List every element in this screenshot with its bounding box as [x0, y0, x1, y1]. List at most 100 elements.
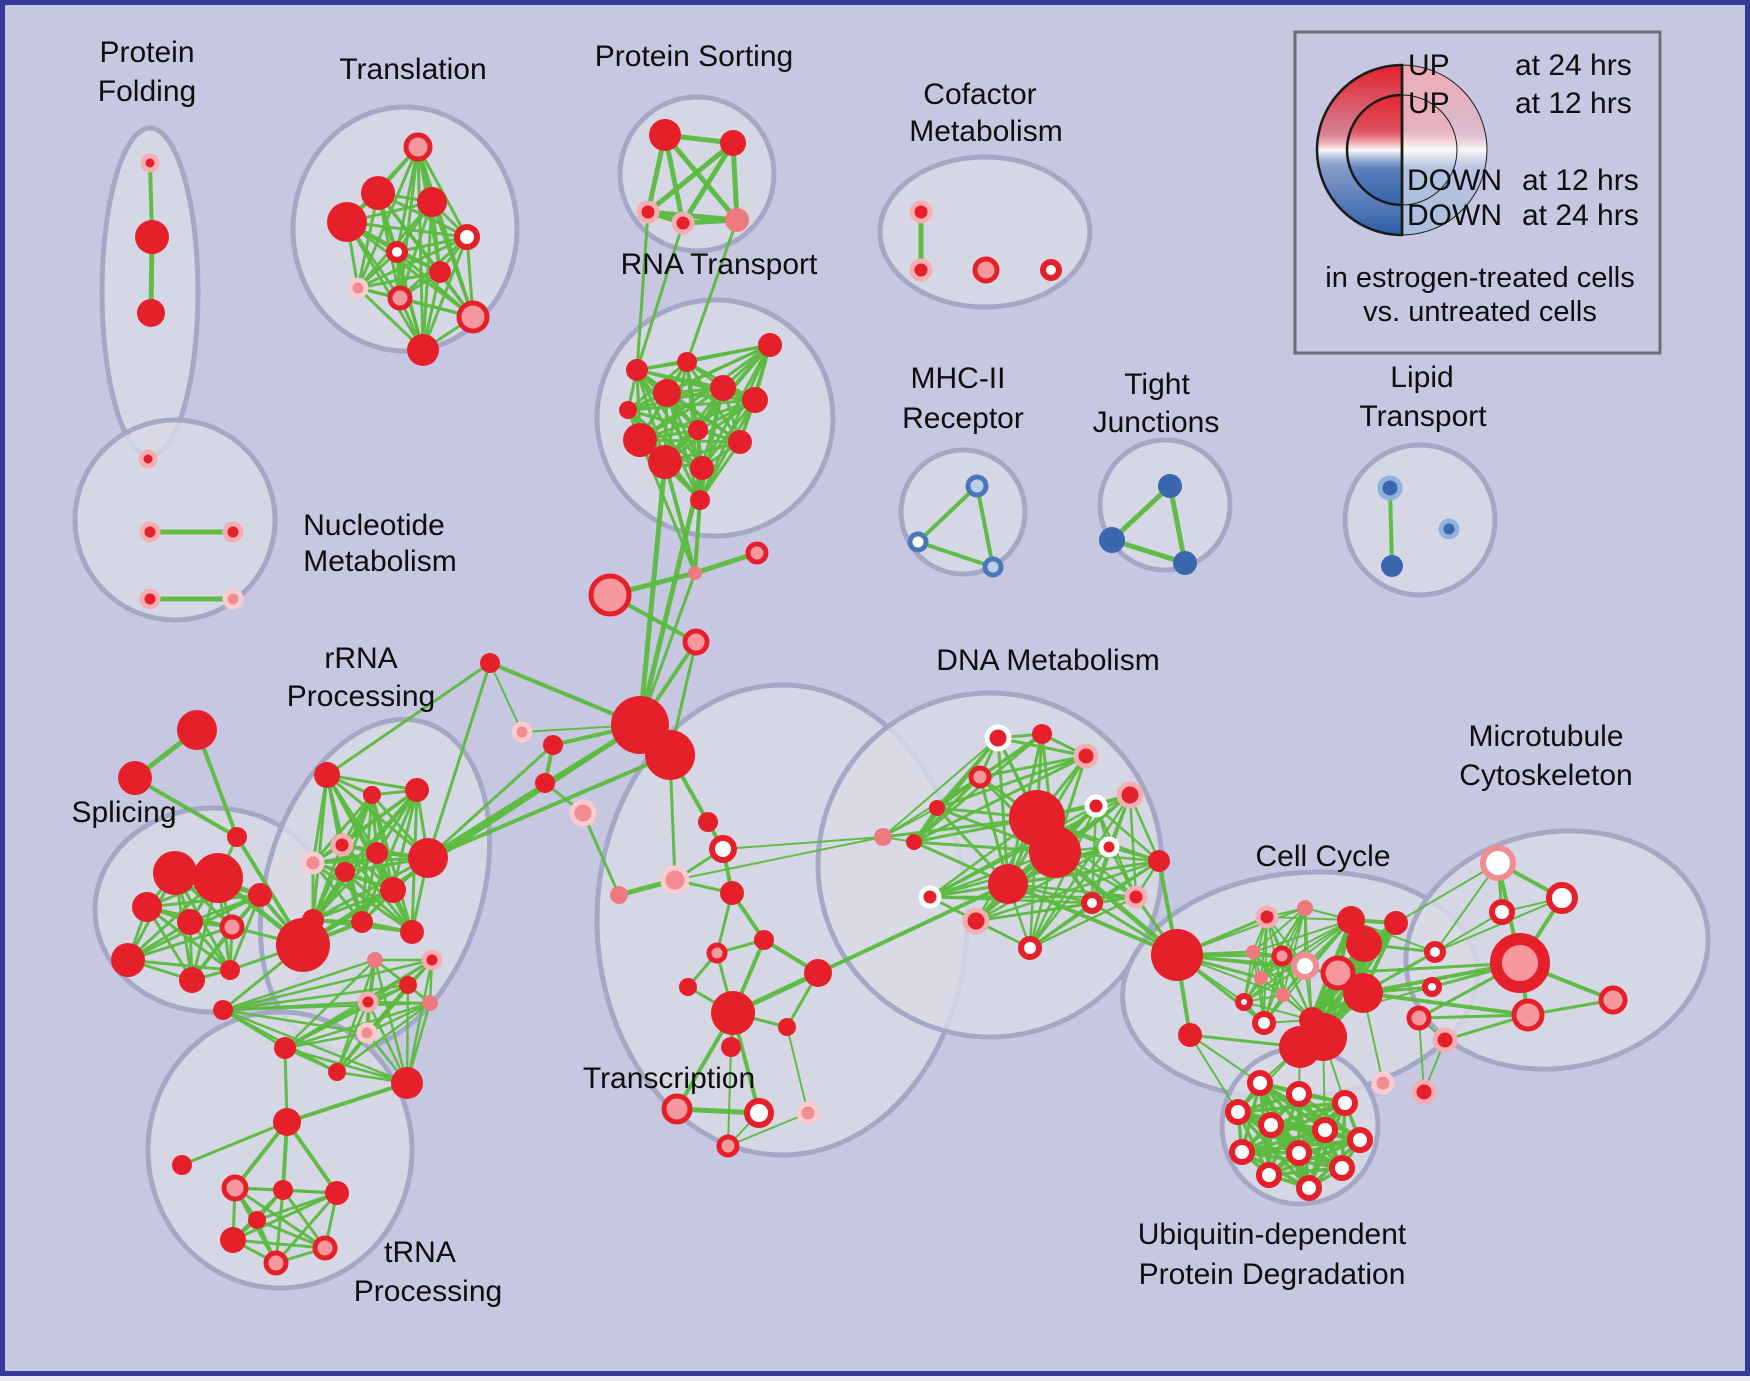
network-node-t11: [778, 1018, 796, 1036]
network-node-mh2: [907, 531, 929, 553]
network-node-d12: [1148, 850, 1170, 872]
network-edge: [489, 662, 523, 733]
network-node-tr5: [454, 224, 480, 250]
network-node-hub2: [645, 730, 695, 780]
network-edge: [345, 220, 475, 319]
network-node-nm5: [222, 588, 244, 610]
network-edge: [635, 368, 757, 402]
network-node-sat3: [569, 799, 597, 827]
legend-direction-1: UP: [1408, 87, 1450, 120]
network-node-tr2: [361, 176, 395, 210]
network-node-rt9: [648, 445, 682, 479]
network-edge: [635, 221, 685, 372]
network-edge: [1240, 1128, 1327, 1154]
network-edge: [693, 498, 702, 575]
legend: UP at 24 hrs UP at 12 hrs DOWN at 12 hrs DOWN a…: [1293, 30, 1662, 355]
network-edge: [233, 1120, 289, 1190]
network-edge: [231, 1191, 339, 1242]
network-node-sp3: [132, 892, 162, 922]
network-edge: [637, 459, 668, 728]
network-node-c5: [1246, 945, 1260, 959]
network-edge: [626, 408, 704, 470]
network-node-u3: [1332, 1090, 1358, 1116]
network-node-ps2: [720, 130, 746, 156]
network-node-t13: [661, 1093, 693, 1125]
network-node-tn4: [273, 1180, 293, 1200]
network-edge: [421, 200, 434, 352]
network-edge: [663, 343, 772, 464]
cluster-trna-processing: [145, 1009, 415, 1291]
network-edge: [665, 391, 702, 502]
network-node-u11: [1256, 1162, 1282, 1188]
network-node-ch2: [588, 573, 632, 617]
network-node-c17: [1384, 911, 1408, 935]
network-edge: [645, 140, 736, 215]
cluster-label-cofactor-metabolism: Metabolism: [909, 115, 1062, 148]
network-node-tn1: [273, 1108, 301, 1136]
network-node-c12: [1252, 1011, 1276, 1035]
network-edge: [356, 270, 442, 290]
cluster-label-rrna-processing: rRNA: [324, 642, 397, 675]
network-node-d7: [1029, 826, 1081, 878]
network-node-spC: [227, 827, 247, 847]
network-node-t1: [698, 812, 718, 832]
network-node-tj1: [1158, 474, 1182, 498]
network-edge: [974, 859, 1161, 923]
network-edge: [231, 1238, 327, 1250]
cluster-label-ubiquitin-degradation: Protein Degradation: [1139, 1258, 1406, 1291]
network-node-lp3: [1438, 518, 1460, 540]
legend-direction-2: DOWN: [1407, 164, 1502, 197]
network-node-m7: [1406, 1005, 1432, 1031]
network-node-u10: [1329, 1155, 1355, 1181]
network-edge: [274, 1191, 339, 1265]
network-node-rr8: [380, 877, 406, 903]
network-edge: [325, 773, 419, 792]
network-edge: [685, 218, 739, 364]
cluster-nucleotide-metabolism: [72, 417, 278, 623]
network-edge: [581, 811, 621, 897]
network-node-rt2: [677, 352, 697, 372]
network-node-rr18: [399, 976, 417, 994]
network-node-m4: [1490, 933, 1550, 993]
network-node-sp5: [111, 943, 145, 977]
network-node-d5: [929, 800, 945, 816]
network-node-u8: [1229, 1139, 1255, 1165]
network-node-sp2: [193, 853, 243, 903]
network-edge: [1417, 1013, 1530, 1020]
network-node-tr6: [386, 241, 408, 263]
network-node-spB: [118, 761, 152, 795]
network-node-sp8: [220, 960, 240, 980]
network-node-tr1: [403, 132, 433, 162]
network-node-rr14: [274, 1037, 296, 1059]
network-node-tr3: [417, 187, 447, 217]
network-node-d9: [1116, 781, 1144, 809]
network-node-tr9: [387, 285, 413, 311]
network-node-dnaC: [874, 828, 892, 846]
network-node-c4: [1346, 926, 1382, 962]
network-node-d14: [1081, 892, 1103, 914]
network-node-m11: [1411, 1079, 1437, 1105]
network-node-t12: [721, 1037, 741, 1057]
network-node-tr4: [327, 202, 367, 242]
network-node-sp9: [248, 883, 272, 907]
legend-time-2: at 12 hrs: [1522, 164, 1639, 197]
network-edge: [365, 1001, 432, 1035]
cluster-label-dna-metabolism: DNA Metabolism: [936, 644, 1159, 677]
network-edge: [405, 983, 410, 1085]
network-node-u5: [1258, 1112, 1284, 1138]
network-edge: [1052, 849, 1180, 958]
network-edge: [928, 859, 1161, 899]
network-edge: [426, 753, 672, 860]
network-edge: [360, 851, 379, 924]
network-edge: [221, 958, 377, 1012]
network-node-tr8: [347, 277, 369, 299]
legend-circle-left: [1345, 93, 1404, 207]
network-node-sp1: [153, 851, 197, 895]
cluster-mhc-ii-receptor: [898, 447, 1028, 577]
network-node-pk1: [511, 721, 533, 743]
network-node-u2: [1286, 1081, 1312, 1107]
network-node-m9: [1511, 998, 1545, 1032]
network-edge: [626, 398, 757, 412]
network-edge: [1336, 961, 1522, 975]
